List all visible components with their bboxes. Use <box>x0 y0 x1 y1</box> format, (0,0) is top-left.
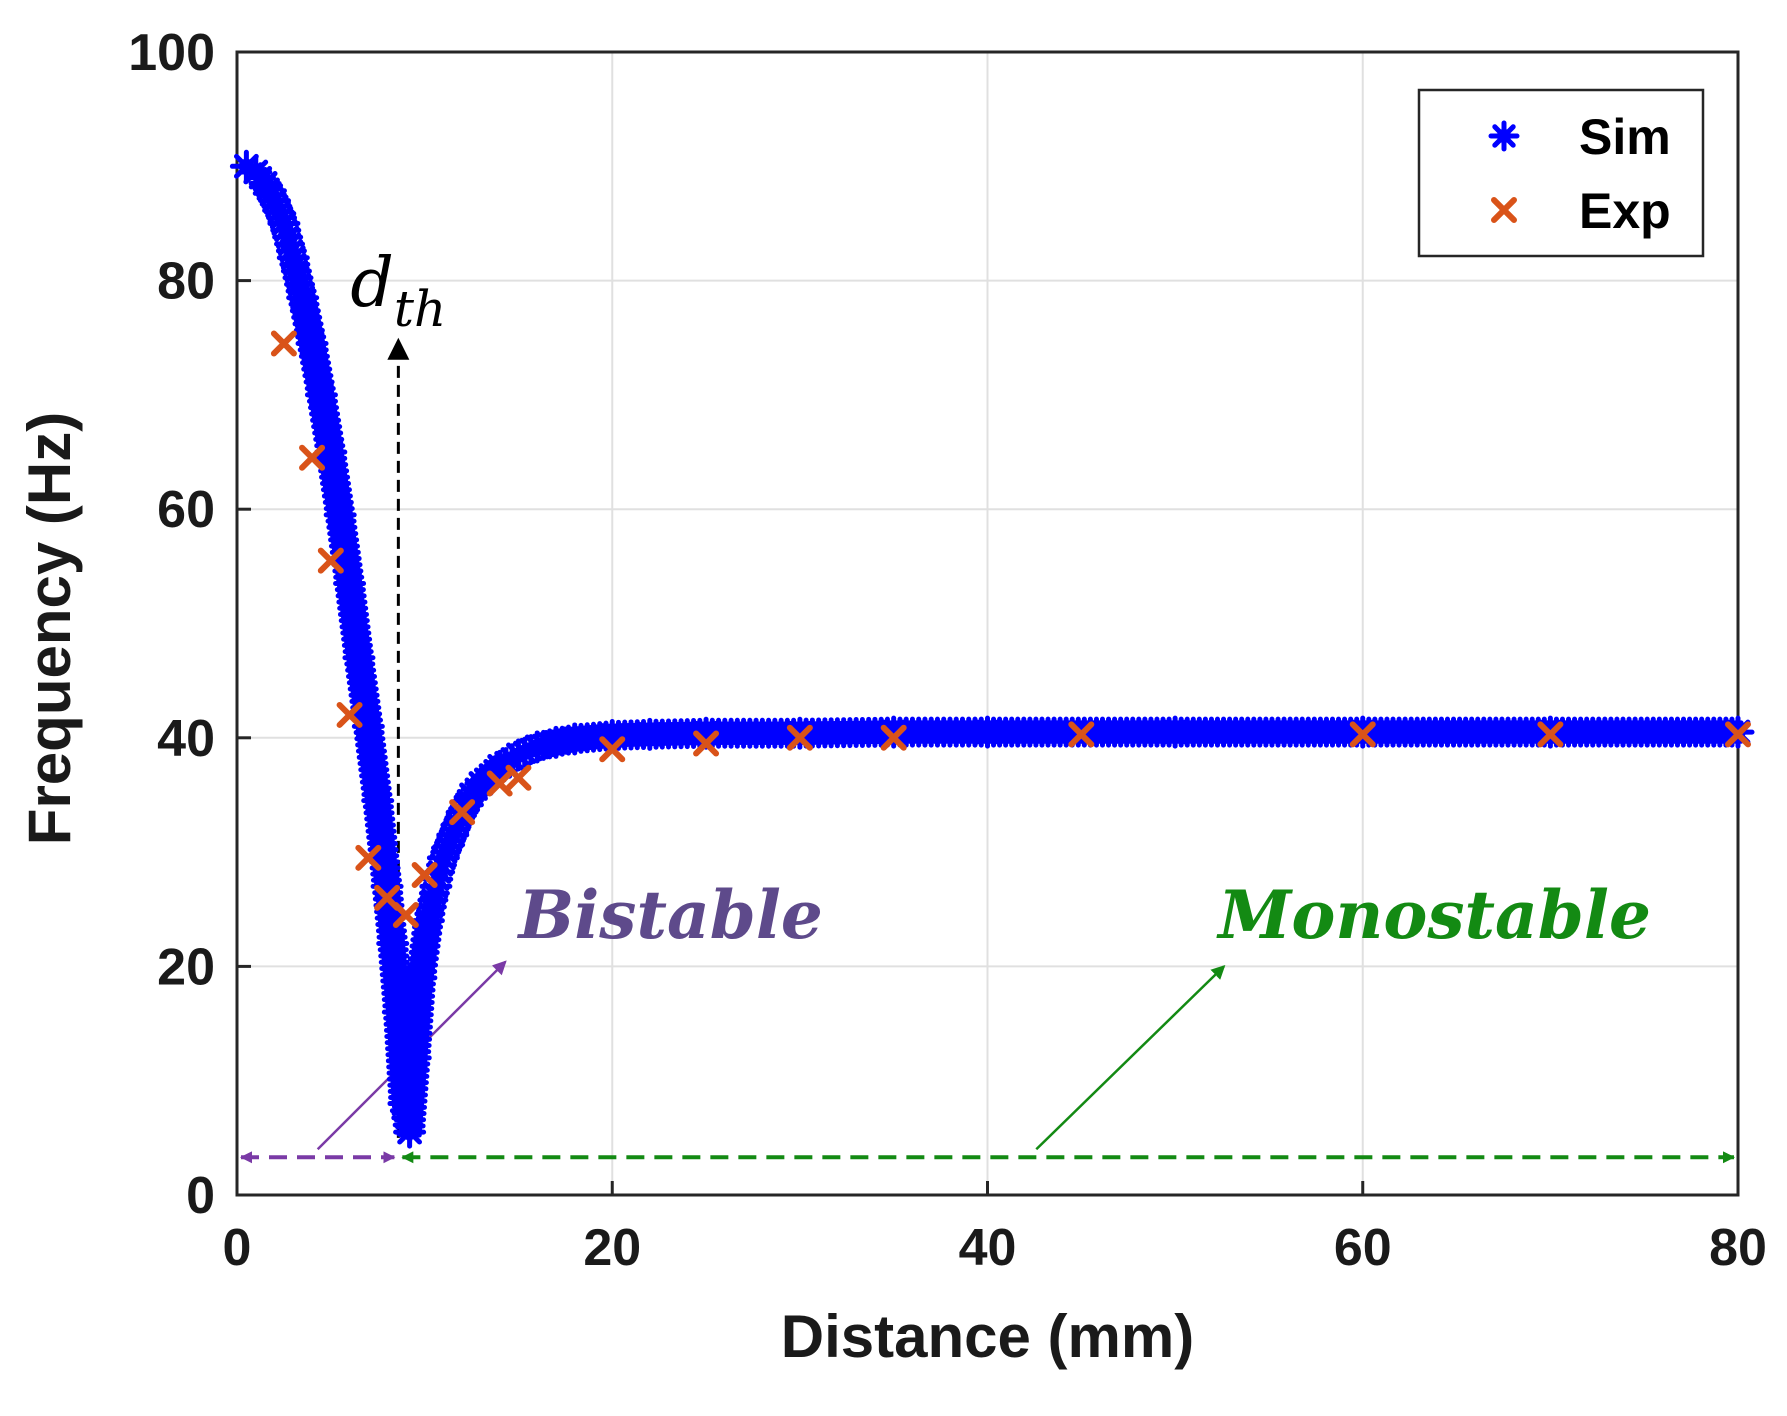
legend-box <box>1417 88 1705 258</box>
exp-point <box>1068 721 1095 748</box>
legend-sim-asterisk <box>1488 120 1520 152</box>
exp-point <box>693 730 720 757</box>
exp-point <box>317 547 344 574</box>
y-tick-label: 0 <box>186 1167 215 1225</box>
exp-point <box>449 799 476 826</box>
bistable-label: Bistable <box>516 876 822 954</box>
exp-point <box>880 724 907 751</box>
series-exp <box>270 330 1751 928</box>
monostable-label: Monostable <box>1216 876 1651 954</box>
legend-sim-marker <box>1488 120 1520 152</box>
y-axis-label: Frequency (Hz) <box>16 412 83 845</box>
exp-point <box>599 736 626 763</box>
annotations: dth Bistable Monostable <box>240 244 1735 1164</box>
exp-point <box>1349 721 1376 748</box>
exp-point <box>355 844 382 871</box>
exp-point <box>411 861 438 888</box>
x-axis-label: Distance (mm) <box>781 1303 1194 1370</box>
y-tick-label: 60 <box>157 481 215 539</box>
series-sim <box>229 149 1755 1149</box>
threshold-arrowhead <box>387 337 410 360</box>
y-tick-label: 40 <box>157 710 215 768</box>
x-tick-label: 80 <box>1709 1219 1767 1277</box>
x-tick-label: 40 <box>959 1219 1017 1277</box>
exp-point <box>1537 721 1564 748</box>
monostable-pointer <box>1035 965 1226 1151</box>
exp-point <box>299 444 326 471</box>
exp-point <box>392 901 419 928</box>
exp-point <box>486 770 513 797</box>
exp-point <box>505 764 532 791</box>
x-tick-label: 60 <box>1334 1219 1392 1277</box>
y-tick-label: 80 <box>157 253 215 311</box>
legend-exp-marker <box>1491 197 1517 223</box>
axis-ticks: 0 20 40 60 80 0 20 40 60 80 100 <box>128 24 1767 1277</box>
y-tick-label: 100 <box>128 24 215 82</box>
legend: Sim Exp <box>1417 88 1705 258</box>
threshold-label: dth <box>350 244 446 338</box>
y-tick-label: 20 <box>157 938 215 996</box>
exp-point <box>1725 721 1751 748</box>
legend-exp-cross <box>1491 197 1517 223</box>
threshold-label-subscript: th <box>394 280 446 338</box>
x-tick-label: 0 <box>223 1219 252 1277</box>
x-tick-label: 20 <box>583 1219 641 1277</box>
exp-point <box>786 724 813 751</box>
legend-exp-label: Exp <box>1579 183 1671 239</box>
sim-point <box>534 728 566 760</box>
legend-sim-label: Sim <box>1579 109 1671 165</box>
exp-point <box>336 701 363 728</box>
exp-point <box>270 330 297 357</box>
